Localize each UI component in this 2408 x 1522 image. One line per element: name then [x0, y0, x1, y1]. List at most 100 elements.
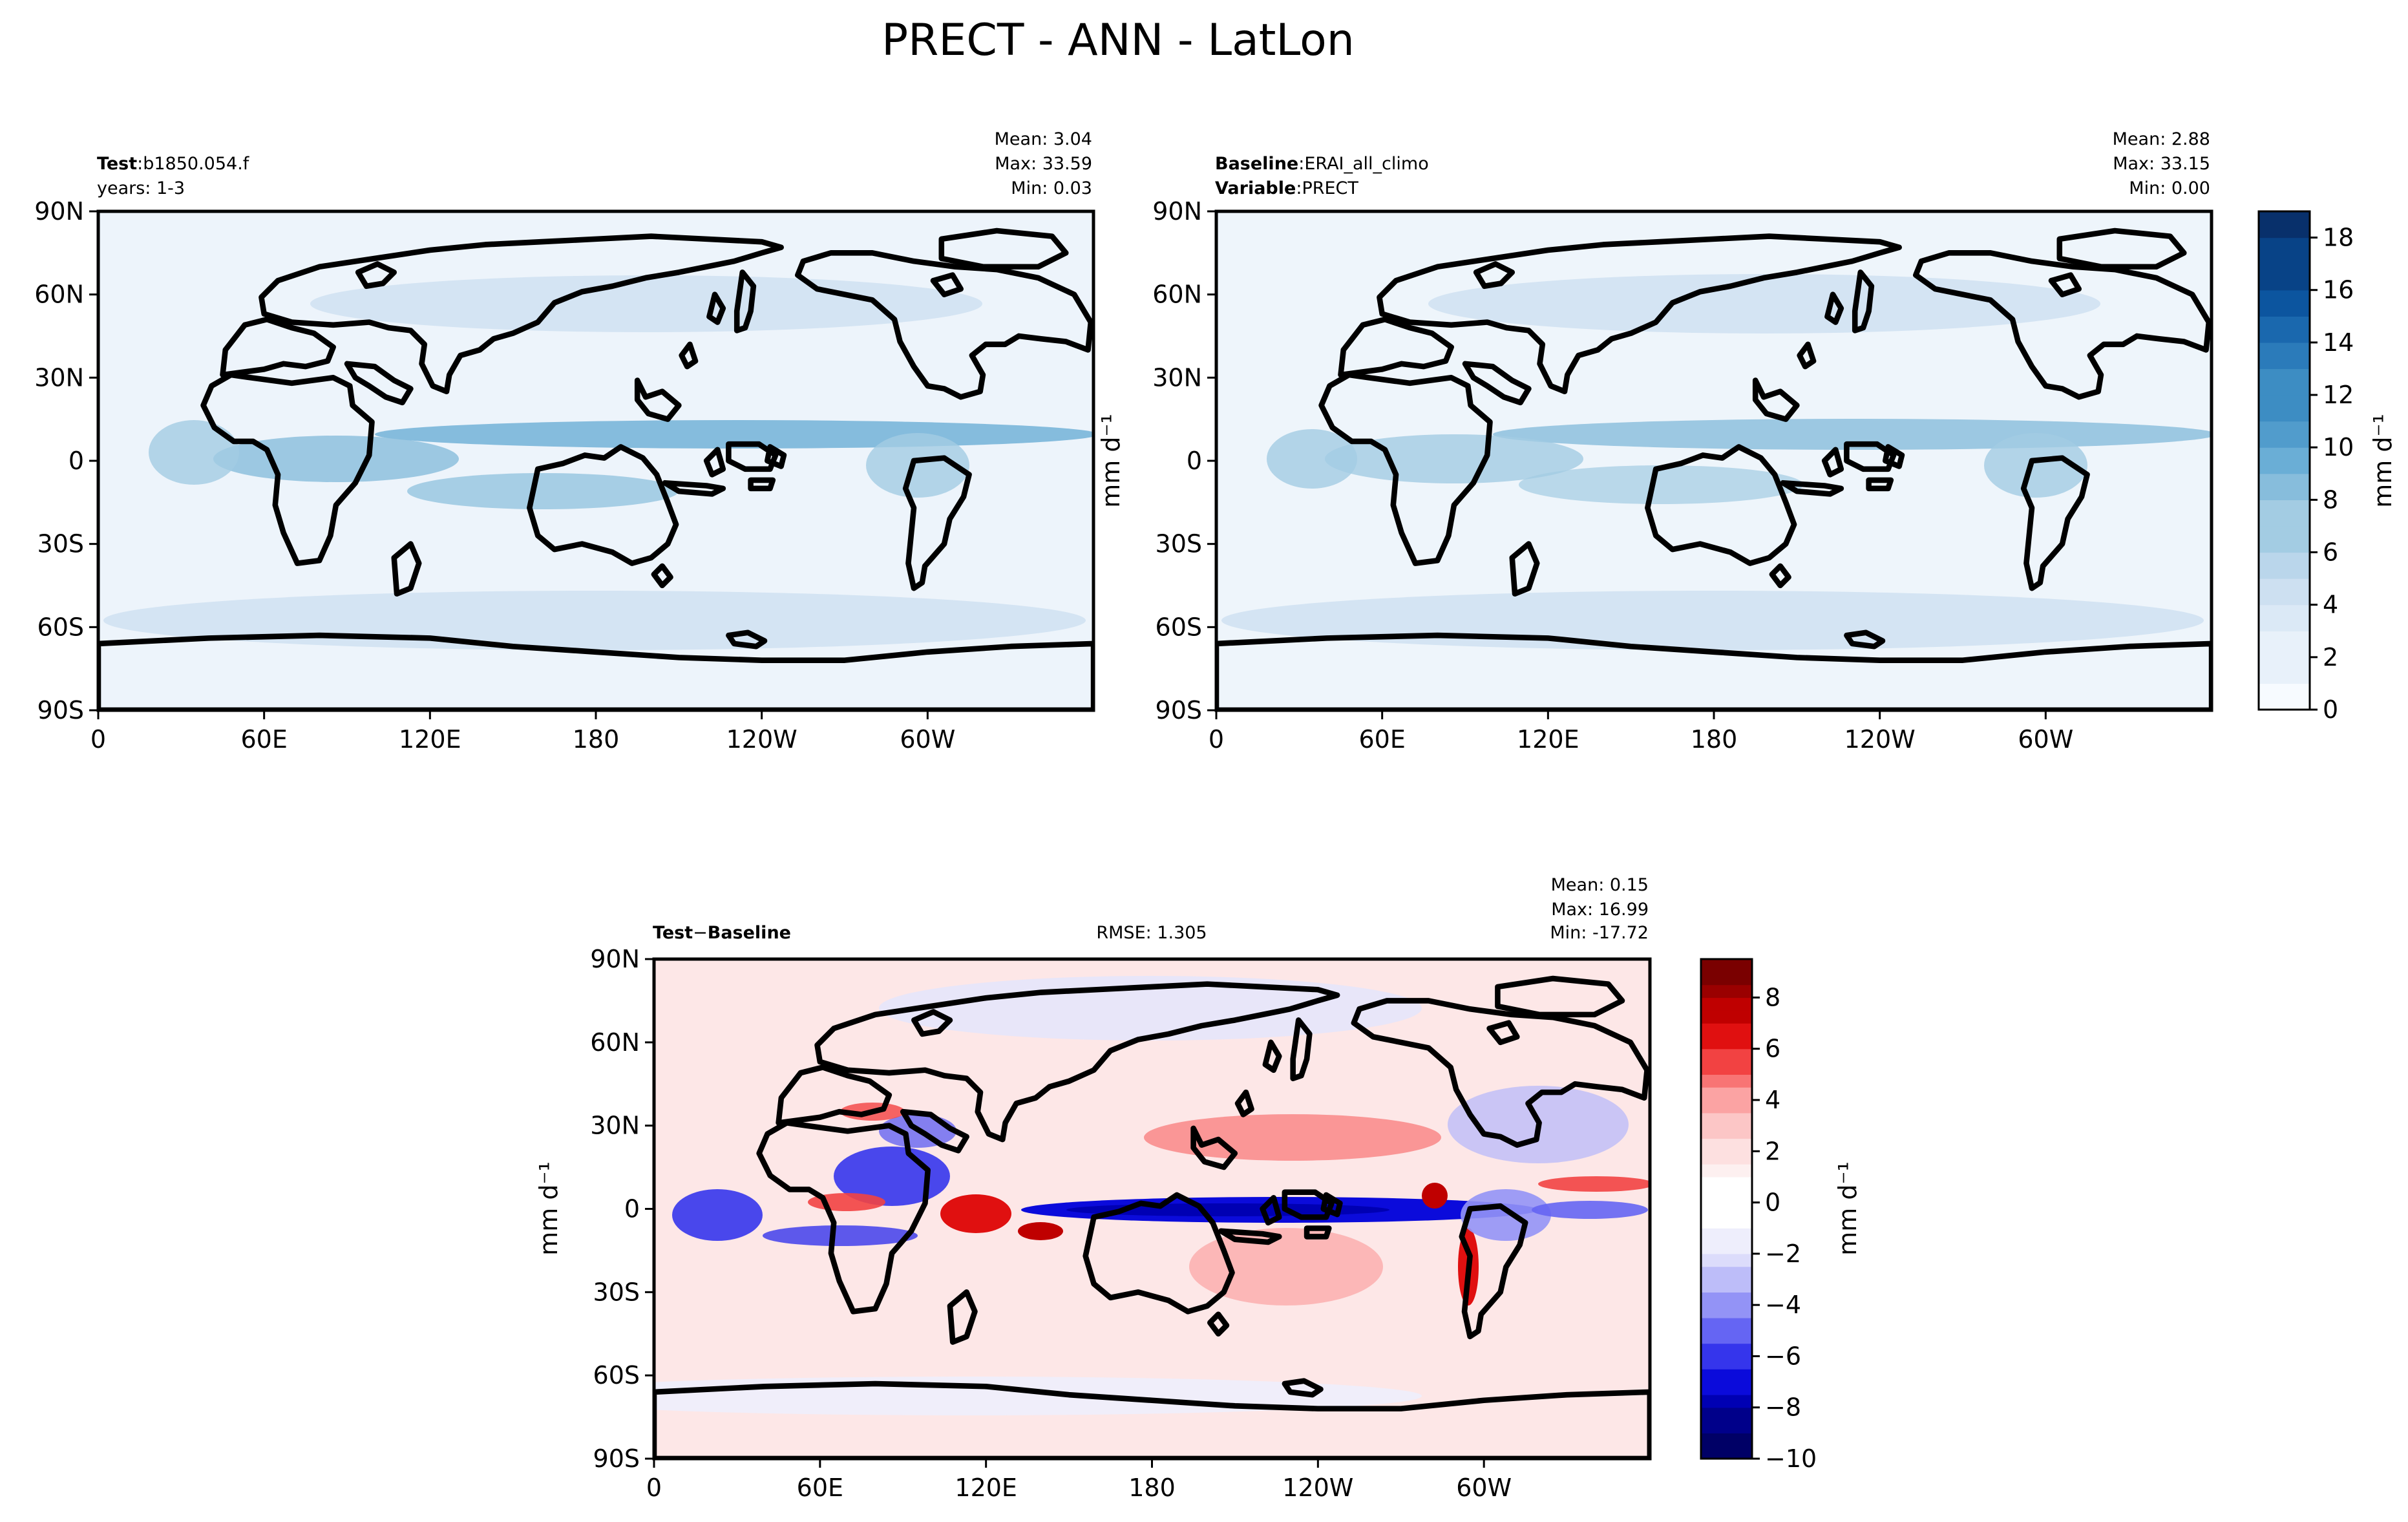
colorbar-step: [1701, 1023, 1752, 1037]
test-ytick-label: 90S: [37, 696, 84, 724]
colorbar-tick-label: 4: [1765, 1086, 1780, 1114]
colorbar-step: [2259, 500, 2310, 527]
colorbar-step: [1701, 1215, 1752, 1229]
baseline-variable: Variable:PRECT: [1215, 178, 1358, 198]
colorbar-step: [1701, 1138, 1752, 1152]
colorbar-step: [1701, 1125, 1752, 1139]
diff-header: Test−Baseline: [653, 923, 791, 943]
colorbar-step: [1701, 1394, 1752, 1408]
colorbar-step: [1701, 1330, 1752, 1344]
colorbar-step: [2259, 421, 2310, 448]
baseline-header: Baseline:ERAI_all_climo: [1215, 154, 1429, 174]
colorbar-step: [2259, 631, 2310, 658]
colorbar-step: [2259, 473, 2310, 500]
diff-xtick-label: 180: [1128, 1474, 1176, 1502]
test-amazon-rain: [866, 433, 969, 498]
baseline-storm-track-s: [1221, 591, 2204, 650]
colorbar-step: [1701, 1356, 1752, 1369]
colorbar-diff-ticks: −10 −8 −6 −4 −2 0 2 4 6 8: [1752, 983, 1817, 1473]
colorbar-step: [1701, 1176, 1752, 1190]
colorbar-step: [1701, 984, 1752, 999]
test-ytick-label: 30N: [34, 363, 84, 392]
colorbar-step: [1701, 1382, 1752, 1395]
baseline-variable-val: PRECT: [1302, 178, 1358, 198]
colorbar-step: [2259, 578, 2310, 606]
base-xtick-label: 0: [1209, 725, 1224, 754]
test-spcz: [407, 473, 679, 509]
baseline-variable-key: Variable: [1215, 178, 1296, 198]
diff-pos-atlantic-itcz: [1538, 1176, 1650, 1192]
colorbar-diff-frame: [1700, 958, 1753, 1460]
baseline-amazon-rain: [1984, 433, 2087, 498]
colorbar-step: [1701, 1189, 1752, 1203]
colorbar-step: [1701, 1100, 1752, 1114]
colorbar-step: [1701, 1292, 1752, 1305]
test-name-sep: :: [137, 154, 143, 174]
colorbar-tick-label: 0: [2323, 695, 2338, 724]
colorbar-tick-label: −10: [1765, 1444, 1817, 1473]
colorbar-top-steps: [2259, 211, 2310, 710]
colorbar-diff-label: mm d⁻¹: [1833, 1161, 1862, 1256]
test-xticks: 0 60E 120E 180 120W 60W: [90, 710, 955, 754]
diff-ytick-label: 60N: [590, 1028, 640, 1057]
colorbar-step: [1701, 1420, 1752, 1433]
base-xtick-label: 180: [1691, 725, 1738, 754]
baseline-storm-track-n: [1428, 274, 2100, 333]
test-yticks: 90N 60N 30N 0 30S 60S 90S: [34, 197, 98, 724]
diff-ytick-label: 30S: [593, 1278, 640, 1306]
diff-neg-amazon: [1461, 1189, 1551, 1241]
test-max: Max: 33.59: [995, 154, 1092, 174]
diff-xtick-label: 120W: [1282, 1474, 1353, 1502]
diff-xtick-label: 120E: [955, 1474, 1017, 1502]
diff-panel: 0 60E 120E 180 120W 60W 90N 60N 30N 0 30S 60S 90S T…: [534, 875, 1652, 1502]
colorbar-step: [1701, 1048, 1752, 1062]
colorbar-step: [1701, 1010, 1752, 1024]
diff-ytick-label: 90S: [593, 1444, 640, 1473]
diff-ytick-label: 0: [624, 1195, 640, 1223]
base-xtick-label: 120W: [1844, 725, 1916, 754]
diff-ytick-label: 90N: [590, 945, 640, 973]
baseline-xticks: 0 60E 120E 180 120W 60W: [1209, 710, 2073, 754]
test-xtick-label: 120W: [726, 725, 797, 754]
diff-neg-arctic: [879, 976, 1422, 1041]
colorbar-step: [2259, 368, 2310, 396]
colorbar-tick-label: 6: [1765, 1035, 1780, 1063]
test-xtick-label: 0: [90, 725, 106, 754]
colorbar-step: [2259, 525, 2310, 553]
base-ytick-label: 60N: [1152, 280, 1202, 309]
base-xtick-label: 60E: [1358, 725, 1405, 754]
test-ytick-label: 0: [69, 447, 84, 475]
baseline-name-val: ERAI_all_climo: [1304, 154, 1428, 174]
test-years: years: 1-3: [97, 178, 185, 198]
colorbar-tick-label: 16: [2323, 276, 2354, 304]
baseline-itcz-indian: [1325, 434, 1583, 483]
colorbar-step: [1701, 1087, 1752, 1101]
test-storm-track-n: [310, 275, 982, 332]
diff-name-a: Test: [653, 923, 693, 943]
colorbar-step: [2259, 342, 2310, 370]
colorbar-step: [1701, 1164, 1752, 1178]
baseline-ylabel: mm d⁻¹: [1097, 414, 1125, 508]
colorbar-tick-label: 8: [1765, 983, 1780, 1011]
colorbar-top-label: mm d⁻¹: [2369, 414, 2397, 508]
diff-xtick-label: 0: [646, 1474, 662, 1502]
test-header: Test:b1850.054.f: [97, 154, 250, 174]
test-xtick-label: 180: [573, 725, 620, 754]
baseline-mean: Mean: 2.88: [2113, 129, 2210, 149]
colorbar-step: [1701, 1112, 1752, 1126]
test-storm-track-s: [103, 591, 1086, 650]
baseline-spcz: [1519, 465, 1803, 504]
test-ytick-label: 90N: [34, 197, 84, 226]
diff-name-b: Baseline: [708, 923, 791, 943]
colorbar-step: [2259, 447, 2310, 474]
base-ytick-label: 0: [1187, 447, 1202, 475]
colorbar-step: [1701, 1074, 1752, 1088]
colorbar-tick-label: 2: [1765, 1137, 1780, 1165]
colorbar-step: [1701, 1305, 1752, 1318]
test-panel: 0 60E 120E 180 120W 60W 90N 60N 30N 0 30S 60S 90S T…: [34, 129, 1095, 754]
colorbar-tick-label: 8: [2323, 485, 2338, 514]
colorbar-step: [1701, 1151, 1752, 1165]
colorbar-tick-label: 12: [2323, 381, 2354, 409]
diff-max: Max: 16.99: [1551, 900, 1649, 920]
